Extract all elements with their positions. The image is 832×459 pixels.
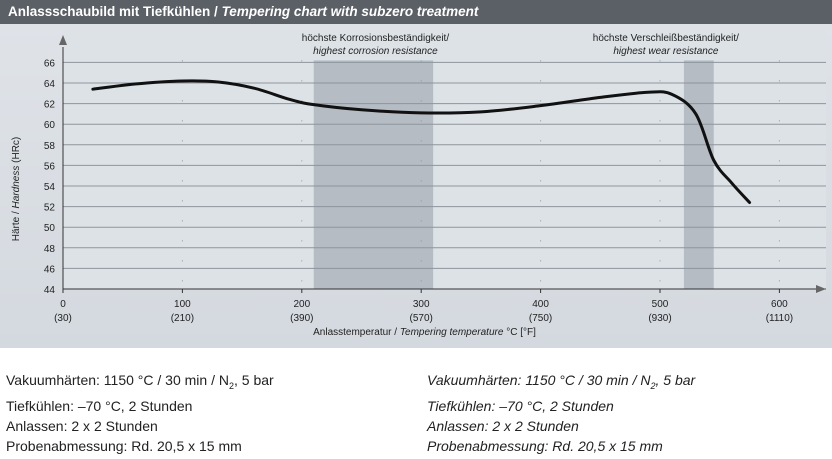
note-vacuum-hardening: Vakuumhärten: 1150 °C / 30 min / N2, 5 b… <box>427 372 696 391</box>
note-sample-size: Probenabmessung: Rd. 20,5 x 15 mm <box>427 437 663 454</box>
x-tick-label-f: (570) <box>410 313 433 324</box>
x-tick-label-f: (1110) <box>766 313 793 324</box>
note-tempering: Anlassen: 2 x 2 Stunden <box>6 417 158 434</box>
y-tick-label: 62 <box>44 100 56 111</box>
x-tick-label-f: (390) <box>290 313 313 324</box>
zone-band <box>683 60 714 290</box>
y-tick-label: 64 <box>44 79 56 90</box>
x-tick-label: 300 <box>413 299 430 310</box>
y-axis-arrow <box>59 35 67 45</box>
zone-label-de: höchste Verschleißbeständigkeit/ <box>593 33 739 44</box>
x-axis-arrow <box>816 285 826 293</box>
y-tick-label: 46 <box>44 264 56 275</box>
x-tick-label: 400 <box>532 299 549 310</box>
tempering-chart: 44 46 48 50 52 54 56 58 60 62 64 66 0 (30) 100 (210) 200… <box>11 29 826 338</box>
process-notes-right: Vakuumhärten: 1150 °C / 30 min / N2, 5 b… <box>427 370 695 456</box>
zone-label-en: highest corrosion resistance <box>313 46 438 57</box>
zone-band <box>313 60 434 290</box>
y-tick-label: 66 <box>44 58 56 69</box>
x-tick-label-f: (750) <box>529 313 552 324</box>
hardness-curve <box>91 79 752 204</box>
x-tick-label: 500 <box>652 299 669 310</box>
note-sample-size: Probenabmessung: Rd. 20,5 x 15 mm <box>6 437 242 454</box>
x-tick-label-f: (930) <box>648 313 671 324</box>
header-title-de: Anlassschaubild mit Tiefkühlen / <box>8 4 222 19</box>
process-notes-left: Vakuumhärten: 1150 °C / 30 min / N2, 5 b… <box>6 370 274 456</box>
y-tick-label: 54 <box>44 182 56 193</box>
y-tick-label: 52 <box>44 203 56 214</box>
note-vacuum-hardening: Vakuumhärten: 1150 °C / 30 min / N2, 5 b… <box>6 372 274 391</box>
y-tick-label: 58 <box>44 141 56 152</box>
x-axis-title: Anlasstemperatur / Tempering temperature… <box>313 327 536 338</box>
x-tick-label-f: (30) <box>54 313 72 324</box>
y-tick-label: 44 <box>44 285 56 296</box>
note-subzero: Tiefkühlen: –70 °C, 2 Stunden <box>427 397 614 414</box>
x-tick-label: 200 <box>293 299 310 310</box>
note-subzero: Tiefkühlen: –70 °C, 2 Stunden <box>6 397 193 414</box>
y-axis-title: Härte / Hardness (HRc) <box>11 137 22 242</box>
note-tempering: Anlassen: 2 x 2 Stunden <box>427 417 579 434</box>
zone-label-en: highest wear resistance <box>613 46 718 57</box>
x-tick-label-f: (210) <box>171 313 194 324</box>
zone-label-de: höchste Korrosionsbeständigkeit/ <box>302 33 450 44</box>
y-tick-label: 48 <box>44 244 56 255</box>
chart-panel: 44 46 48 50 52 54 56 58 60 62 64 66 0 (30) 100 (210) 200… <box>0 24 832 348</box>
chart-header: Anlassschaubild mit Tiefkühlen / Temperi… <box>0 0 832 24</box>
y-tick-label: 56 <box>44 161 56 172</box>
x-tick-label: 100 <box>174 299 191 310</box>
header-title-en: Tempering chart with subzero treatment <box>221 4 479 19</box>
x-tick-label: 600 <box>771 299 788 310</box>
x-tick-label: 0 <box>60 299 66 310</box>
y-tick-label: 60 <box>44 120 56 131</box>
y-tick-label: 50 <box>44 223 56 234</box>
